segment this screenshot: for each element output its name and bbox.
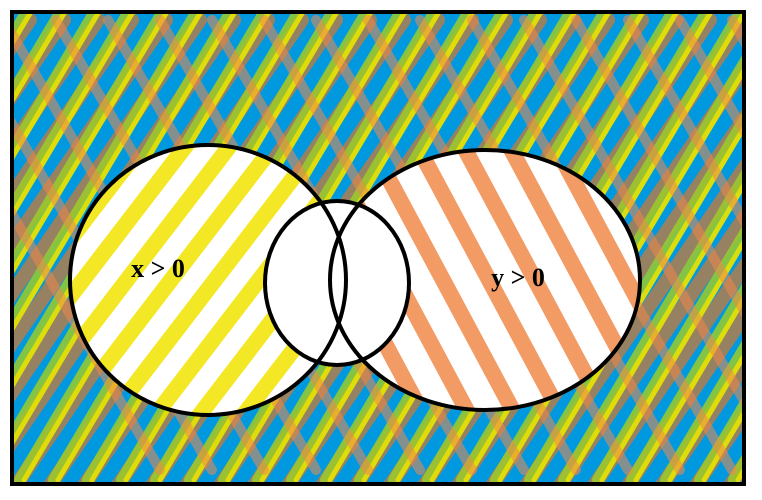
set-x-label: x > 0 — [131, 254, 185, 283]
hatch-stroke-orange — [754, 20, 762, 500]
set-y-label: y > 0 — [491, 263, 545, 292]
hatch-stroke-yellow — [0, 0, 4, 480]
